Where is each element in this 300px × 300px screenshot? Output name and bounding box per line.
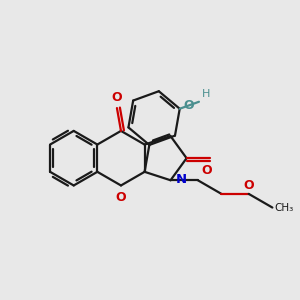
Text: N: N <box>176 173 187 186</box>
Text: O: O <box>243 179 254 192</box>
Text: CH₃: CH₃ <box>274 202 294 212</box>
Text: O: O <box>116 191 126 204</box>
Text: O: O <box>112 91 122 104</box>
Text: O: O <box>183 99 194 112</box>
Text: H: H <box>202 89 210 99</box>
Text: O: O <box>202 164 212 177</box>
